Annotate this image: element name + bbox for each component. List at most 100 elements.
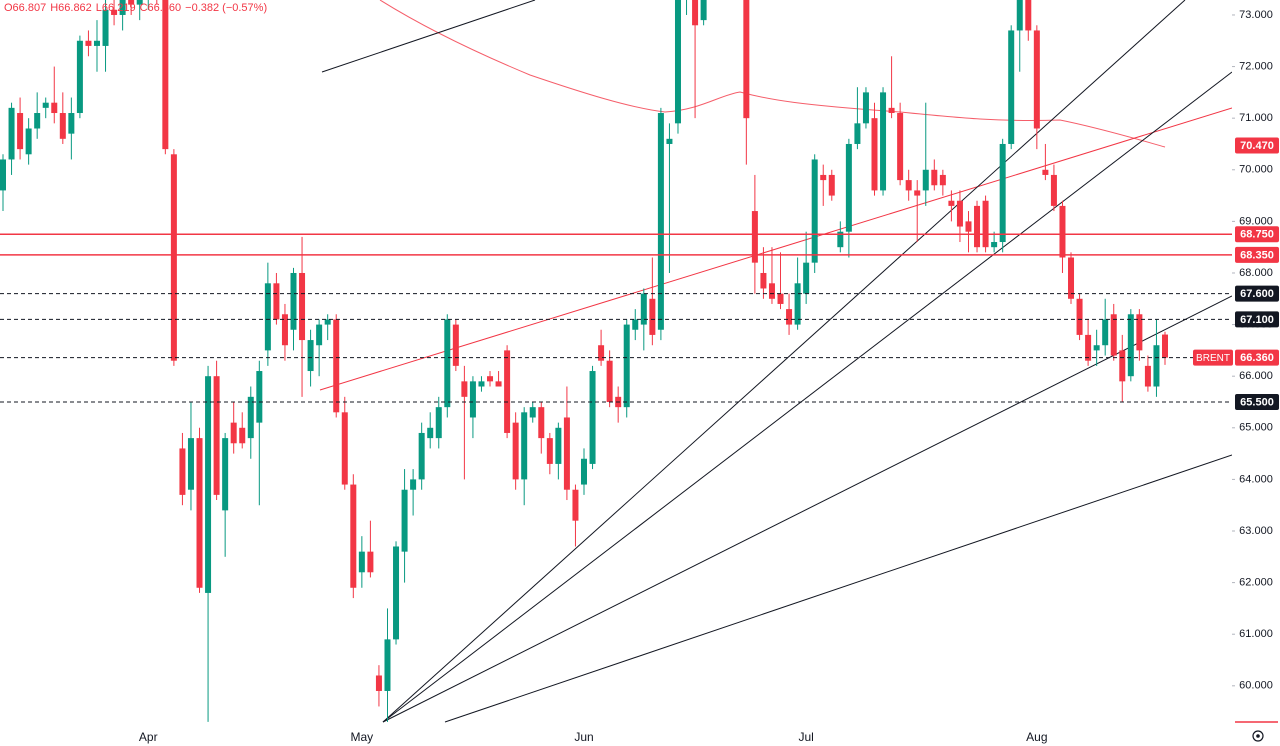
fan-line: [382, 0, 1186, 723]
candle-body: [119, 0, 126, 15]
settings-gear[interactable]: [1252, 730, 1264, 742]
candle-body: [102, 9, 109, 46]
candle-body: [51, 102, 58, 114]
price-label-box: [1235, 311, 1279, 328]
candle-body: [555, 427, 562, 464]
x-tick-label: May: [351, 730, 374, 744]
candle-body: [991, 242, 998, 248]
candle-body: [435, 407, 442, 439]
candle-body: [205, 376, 212, 593]
candle-body: [247, 396, 254, 439]
candle-body: [657, 113, 664, 330]
candle-body: [666, 138, 673, 144]
candle-body: [264, 283, 271, 351]
candle-body: [1025, 0, 1032, 31]
candle-body: [854, 123, 861, 144]
candle-body: [563, 417, 570, 490]
price-label: 67.100: [1240, 314, 1274, 326]
candle-body: [170, 154, 177, 361]
candle-body: [674, 0, 681, 124]
candle-body: [495, 381, 502, 387]
price-label-box: [1235, 226, 1279, 243]
candle-body: [504, 350, 511, 433]
candle-body: [76, 40, 83, 114]
candle-body: [768, 283, 775, 299]
y-tick-label: 62.000: [1239, 577, 1273, 589]
y-tick-label: 60.000: [1239, 680, 1273, 692]
y-tick-label: 73.000: [1239, 9, 1273, 21]
trend-line: [319, 107, 1232, 391]
candle-body: [743, 0, 750, 119]
fan-line: [444, 454, 1232, 723]
candle-body: [333, 319, 340, 413]
candle-body: [512, 422, 519, 480]
candle-body: [956, 200, 963, 227]
candle-body: [162, 0, 169, 150]
candle-body: [299, 272, 306, 341]
settings-dot[interactable]: [1256, 734, 1260, 738]
candle-body: [230, 422, 237, 444]
candle-body: [427, 427, 434, 439]
candle-body: [187, 438, 194, 490]
price-label-box: [1235, 137, 1279, 154]
candle-body: [751, 211, 758, 263]
candle-body: [982, 200, 989, 248]
candle-body: [1042, 169, 1049, 175]
close-text: C66.360: [139, 2, 182, 14]
candle-body: [760, 272, 767, 289]
price-label: 66.360: [1240, 352, 1274, 364]
candle-body: [341, 412, 348, 485]
price-label: 68.750: [1240, 229, 1274, 241]
candle-body: [444, 319, 451, 408]
candle-body: [34, 113, 41, 129]
candle-body: [85, 40, 92, 46]
candle-body: [965, 221, 972, 232]
candle-body: [59, 113, 66, 139]
candle-body: [606, 360, 613, 402]
candle-body: [1050, 174, 1057, 206]
fan-line: [382, 295, 1232, 723]
candle-body: [538, 407, 545, 439]
candle-body: [25, 128, 32, 155]
candle-body: [290, 272, 297, 330]
candle-body: [350, 484, 357, 588]
candle-body: [828, 174, 835, 196]
candle-body: [999, 143, 1006, 243]
candle-body: [42, 102, 49, 108]
candle-body: [1153, 345, 1160, 387]
candle-body: [529, 407, 536, 418]
candle-body: [572, 489, 579, 521]
candle-body: [384, 639, 391, 691]
trend-line: [321, 0, 536, 73]
candle-body: [222, 438, 229, 511]
price-label: 68.350: [1240, 249, 1274, 261]
y-tick-label: 69.000: [1239, 215, 1273, 227]
candle-body: [1110, 314, 1117, 356]
candle-body: [136, 0, 143, 5]
candle-body: [1162, 334, 1168, 358]
settings-icon[interactable]: [1252, 730, 1264, 742]
y-tick-label: 68.000: [1239, 267, 1273, 279]
candle-body: [1144, 365, 1151, 387]
candle-body: [974, 205, 981, 248]
candle-body: [324, 319, 331, 325]
y-tick-label: 65.000: [1239, 422, 1273, 434]
price-label: 65.500: [1240, 396, 1274, 408]
price-label-box: [1235, 349, 1279, 366]
symbol-tag-box: [1193, 349, 1233, 366]
candle-body: [700, 0, 707, 21]
candle-body: [367, 551, 374, 573]
candle-body: [273, 283, 280, 320]
high-text: H66.862: [50, 2, 92, 14]
candle-body: [1076, 298, 1083, 335]
candle-body: [922, 169, 929, 191]
candle-body: [0, 159, 6, 191]
candle-body: [521, 412, 528, 480]
y-tick-label: 72.000: [1239, 60, 1273, 72]
candle-body: [281, 314, 288, 346]
candle-body: [811, 159, 818, 263]
candle-body: [786, 309, 793, 325]
candle-body: [17, 113, 24, 150]
candle-body: [307, 340, 314, 372]
candle-body: [1127, 314, 1134, 377]
